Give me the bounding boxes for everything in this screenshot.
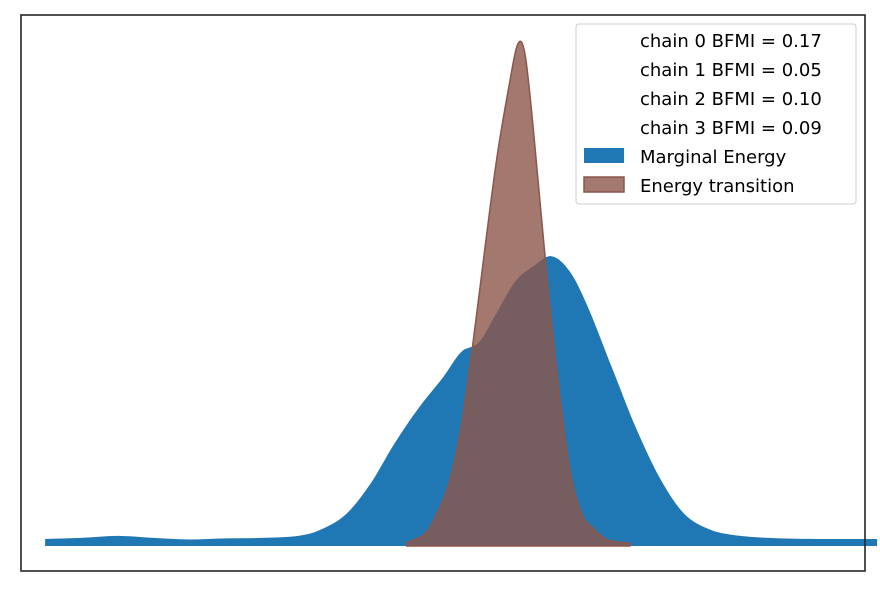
legend-entry-marginal-energy: Marginal Energy bbox=[640, 147, 787, 168]
legend-entry-chain-2: chain 2 BFMI = 0.10 bbox=[640, 89, 822, 110]
legend: chain 0 BFMI = 0.17 chain 1 BFMI = 0.05 … bbox=[575, 23, 857, 205]
marginal-energy-area bbox=[45, 256, 878, 546]
legend-swatch-energy-transition bbox=[583, 176, 625, 193]
legend-entry-chain-0: chain 0 BFMI = 0.17 bbox=[640, 31, 822, 52]
legend-entry-chain-1: chain 1 BFMI = 0.05 bbox=[640, 60, 822, 81]
legend-box bbox=[575, 23, 857, 205]
energy-transition-area bbox=[406, 40, 631, 547]
legend-swatch-marginal-energy bbox=[584, 148, 624, 163]
plot-area bbox=[45, 40, 878, 547]
axes-frame bbox=[20, 14, 866, 572]
legend-entry-energy-transition: Energy transition bbox=[640, 176, 795, 197]
legend-entry-chain-3: chain 3 BFMI = 0.09 bbox=[640, 118, 822, 139]
